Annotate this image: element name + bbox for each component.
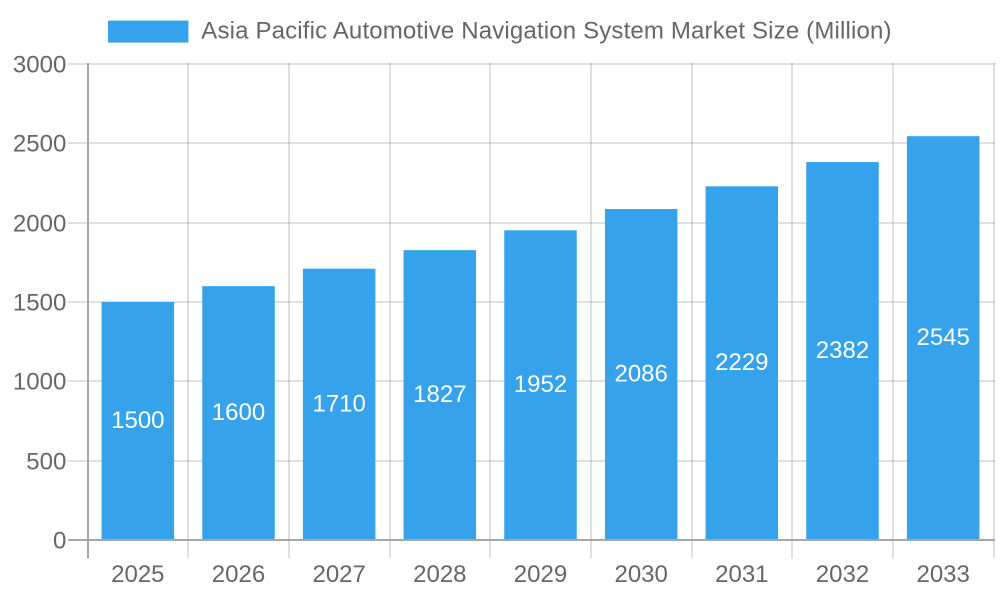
svg-text:Asia Pacific Automotive Naviga: Asia Pacific Automotive Navigation Syste… bbox=[201, 18, 891, 45]
svg-text:0: 0 bbox=[53, 527, 66, 554]
svg-text:2025: 2025 bbox=[111, 561, 164, 588]
svg-text:1500: 1500 bbox=[111, 407, 164, 434]
svg-text:2500: 2500 bbox=[13, 130, 66, 157]
svg-text:2030: 2030 bbox=[614, 561, 667, 588]
svg-text:2382: 2382 bbox=[816, 337, 869, 364]
svg-text:1710: 1710 bbox=[312, 390, 365, 417]
svg-text:1500: 1500 bbox=[13, 289, 66, 316]
svg-text:2086: 2086 bbox=[614, 361, 667, 388]
svg-text:500: 500 bbox=[26, 448, 66, 475]
svg-text:2000: 2000 bbox=[13, 210, 66, 237]
svg-text:1000: 1000 bbox=[13, 368, 66, 395]
svg-text:2033: 2033 bbox=[916, 561, 969, 588]
svg-text:2027: 2027 bbox=[312, 561, 365, 588]
svg-text:2026: 2026 bbox=[212, 561, 265, 588]
svg-text:2029: 2029 bbox=[514, 561, 567, 588]
svg-text:2031: 2031 bbox=[715, 561, 768, 588]
svg-text:3000: 3000 bbox=[13, 51, 66, 78]
svg-text:1600: 1600 bbox=[212, 399, 265, 426]
svg-text:1827: 1827 bbox=[413, 381, 466, 408]
svg-text:1952: 1952 bbox=[514, 371, 567, 398]
svg-text:2545: 2545 bbox=[916, 324, 969, 351]
svg-text:2032: 2032 bbox=[816, 561, 869, 588]
svg-text:2229: 2229 bbox=[715, 349, 768, 376]
svg-text:2028: 2028 bbox=[413, 561, 466, 588]
